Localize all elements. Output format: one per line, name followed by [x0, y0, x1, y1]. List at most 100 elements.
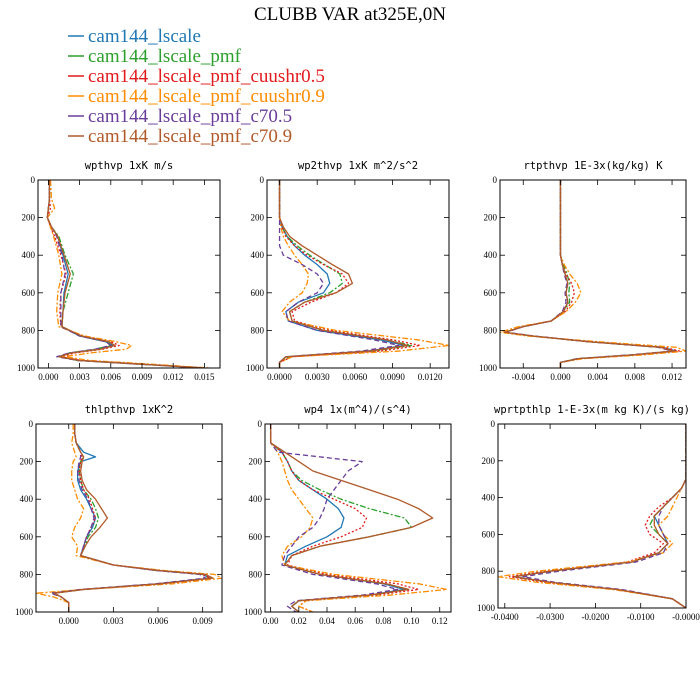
plot-frame [499, 179, 687, 369]
plot-frame [264, 423, 452, 613]
y-tick-label: 200 [20, 457, 34, 467]
y-tick-label: 800 [484, 325, 498, 335]
y-tick-label: 400 [22, 250, 36, 260]
series-line-2 [46, 180, 205, 368]
x-tick-label: 0.012 [163, 372, 183, 382]
series-group [269, 424, 448, 612]
plot-frame [37, 179, 221, 369]
series-line-0 [46, 180, 205, 368]
panel-title: wpthvp 1xK m/s [85, 160, 174, 172]
x-tick-label: 0.004 [588, 372, 609, 382]
x-tick-label: -0.004 [512, 372, 536, 382]
series-line-5 [53, 424, 214, 612]
series-line-3 [269, 424, 448, 612]
x-tick-label: 0.008 [625, 372, 646, 382]
legend-label-3: cam144_lscale_pmf_cuushr0.9 [88, 86, 325, 107]
y-tick-label: 200 [251, 213, 265, 223]
x-tick-label: 0.009 [193, 616, 214, 626]
series-line-1 [503, 180, 675, 368]
series-line-1 [53, 424, 211, 612]
y-tick-label: 400 [482, 493, 496, 503]
x-tick-label: 0.12 [432, 616, 448, 626]
series-line-5 [46, 180, 205, 368]
x-tick-label: 0.06 [347, 616, 363, 626]
series-group [498, 424, 686, 608]
series-line-1 [269, 424, 413, 612]
y-tick-label: 200 [22, 213, 36, 223]
y-tick-label: 1000 [477, 603, 496, 613]
chart-panel-5: wprtpthlp 1-E-3x(m kg K)/(s kg) -0.0400 -0… [477, 404, 700, 622]
panel-title: wp2thvp 1xK m^2/s^2 [298, 160, 418, 172]
x-tick-label: 0.0000 [267, 372, 292, 382]
x-tick-label: 0.006 [101, 372, 122, 382]
x-tick-label: 0.08 [375, 616, 391, 626]
x-tick-label: 0.02 [291, 616, 307, 626]
series-line-2 [269, 424, 420, 612]
chart-panel-0: wpthvp 1xK m/s 0.000 0.003 0.006 0.009 0.012 0… [17, 160, 221, 382]
x-tick-label: -0.0300 [536, 612, 564, 622]
y-tick-label: 200 [484, 213, 498, 223]
panel-title: wprtpthlp 1-E-3x(m kg K)/(s kg) [494, 404, 690, 416]
plot-frame [497, 423, 687, 609]
series-line-1 [46, 180, 205, 368]
y-tick-label: 1000 [246, 363, 265, 373]
legend-label-2: cam144_lscale_pmf_cuushr0.5 [88, 66, 325, 87]
series-group [278, 180, 449, 368]
chart-panels: wpthvp 1xK m/s0.000 0.003 0.006 0.009 0.012 0… [15, 160, 700, 626]
series-line-3 [36, 424, 222, 612]
series-line-3 [500, 180, 686, 368]
x-tick-label: 0.003 [103, 616, 124, 626]
legend: cam144_lscalecam144_lscale_pmfcam144_lsc… [68, 26, 325, 147]
panel-title: thlpthvp 1xK^2 [85, 404, 174, 416]
panel-title: rtpthvp 1E-3x(kg/kg) K [523, 160, 663, 172]
y-tick-label: 800 [22, 325, 36, 335]
x-tick-label: 0.000 [550, 372, 571, 382]
y-tick-label: 400 [251, 250, 265, 260]
y-tick-label: 400 [249, 494, 263, 504]
series-line-3 [278, 180, 449, 368]
series-line-5 [503, 180, 675, 368]
y-tick-label: 600 [482, 529, 496, 539]
x-tick-label: 0.10 [404, 616, 420, 626]
series-group [36, 424, 222, 612]
series-line-5 [278, 180, 409, 368]
series-group [46, 180, 210, 368]
series-line-0 [53, 424, 211, 612]
y-tick-label: 600 [249, 532, 263, 542]
series-line-5 [269, 424, 434, 612]
y-tick-label: 0 [29, 419, 34, 429]
y-tick-label: 200 [482, 456, 496, 466]
y-tick-label: 1000 [15, 607, 34, 617]
series-line-0 [503, 180, 678, 368]
y-tick-label: 1000 [244, 607, 263, 617]
x-tick-label: 0.04 [319, 616, 335, 626]
y-tick-label: 200 [249, 457, 263, 467]
chart-panel-3: thlpthvp 1xK^2 0.000 0.003 0.006 0.009 0 200 40… [15, 404, 223, 626]
x-tick-label: 0.003 [69, 372, 90, 382]
x-tick-label: 0.000 [59, 616, 80, 626]
y-tick-label: 800 [20, 569, 34, 579]
series-line-5 [513, 424, 686, 608]
y-tick-label: 0 [258, 419, 263, 429]
y-tick-label: 0 [493, 175, 498, 185]
legend-label-4: cam144_lscale_pmf_c70.5 [88, 106, 292, 127]
y-tick-label: 1000 [17, 363, 36, 373]
x-tick-label: -0.0400 [491, 612, 519, 622]
x-tick-label: 0.00 [263, 616, 279, 626]
x-tick-label: 0.012 [662, 372, 682, 382]
chart-panel-4: wp4 1x(m^4)/(s^4) 0.00 0.02 0.04 0.06 0.08 0.1… [244, 404, 452, 626]
series-line-3 [46, 180, 210, 368]
series-line-4 [278, 180, 400, 368]
y-tick-label: 0 [31, 175, 36, 185]
y-tick-label: 400 [484, 250, 498, 260]
x-tick-label: 0.009 [132, 372, 153, 382]
x-tick-label: -0.0000 [672, 612, 700, 622]
x-tick-label: 0.0090 [380, 372, 405, 382]
y-tick-label: 1000 [479, 363, 498, 373]
x-tick-label: 0.0120 [418, 372, 443, 382]
y-tick-label: 600 [484, 288, 498, 298]
x-tick-label: -0.0200 [582, 612, 610, 622]
y-tick-label: 0 [491, 419, 496, 429]
series-line-2 [503, 180, 681, 368]
